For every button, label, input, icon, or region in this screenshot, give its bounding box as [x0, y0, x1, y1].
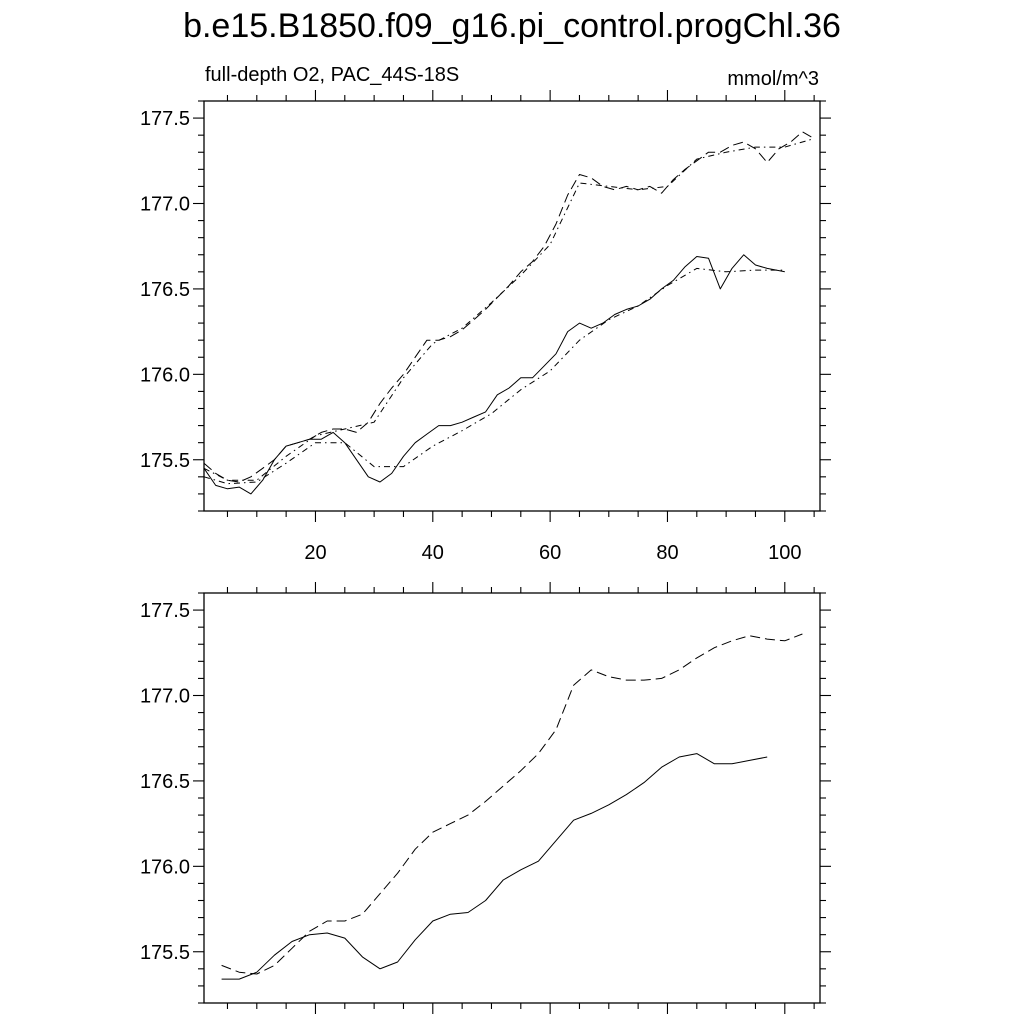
panel-top-frame — [203, 100, 821, 512]
panel-top-series-dot-dash-3 — [203, 138, 815, 481]
panel-bottom-frame — [203, 592, 821, 1004]
units-label: mmol/m^3 — [727, 68, 819, 90]
panel-bottom-series-solid-0 — [221, 753, 768, 980]
panel-top-y-tick-label: 176.5 — [140, 279, 190, 301]
panel-top-x-tick-label: 80 — [656, 542, 678, 564]
panel-top-x-tick-label: 40 — [422, 542, 444, 564]
panel-top-series-dashed-2 — [203, 131, 815, 483]
panel-top-x-tick-label: 100 — [768, 542, 801, 564]
panel-top-y-tick-label: 175.5 — [140, 450, 190, 472]
panel-bottom-y-tick-label: 175.5 — [140, 942, 190, 964]
panel-top-series-solid-0 — [203, 254, 785, 495]
panel-bottom-y-tick-label: 176.0 — [140, 856, 190, 878]
panel-top-x-tick-label: 60 — [539, 542, 561, 564]
panel-top-y-tick-label: 177.0 — [140, 194, 190, 216]
main-title: b.e15.B1850.f09_g16.pi_control.progChl.3… — [183, 7, 841, 45]
panel-bottom-y-tick-label: 177.5 — [140, 600, 190, 622]
panel-top-y-tick-label: 176.0 — [140, 364, 190, 386]
left-subtitle: full-depth O2, PAC_44S-18S — [205, 64, 460, 86]
panel-top-series-dot-dash-1 — [203, 267, 785, 485]
panel-top-y-tick-label: 177.5 — [140, 108, 190, 130]
panel-bottom-series-dashed-1 — [221, 633, 803, 975]
panel-bottom-y-tick-label: 176.5 — [140, 771, 190, 793]
panel-bottom-y-tick-label: 177.0 — [140, 686, 190, 708]
panel-top-x-tick-label: 20 — [304, 542, 326, 564]
